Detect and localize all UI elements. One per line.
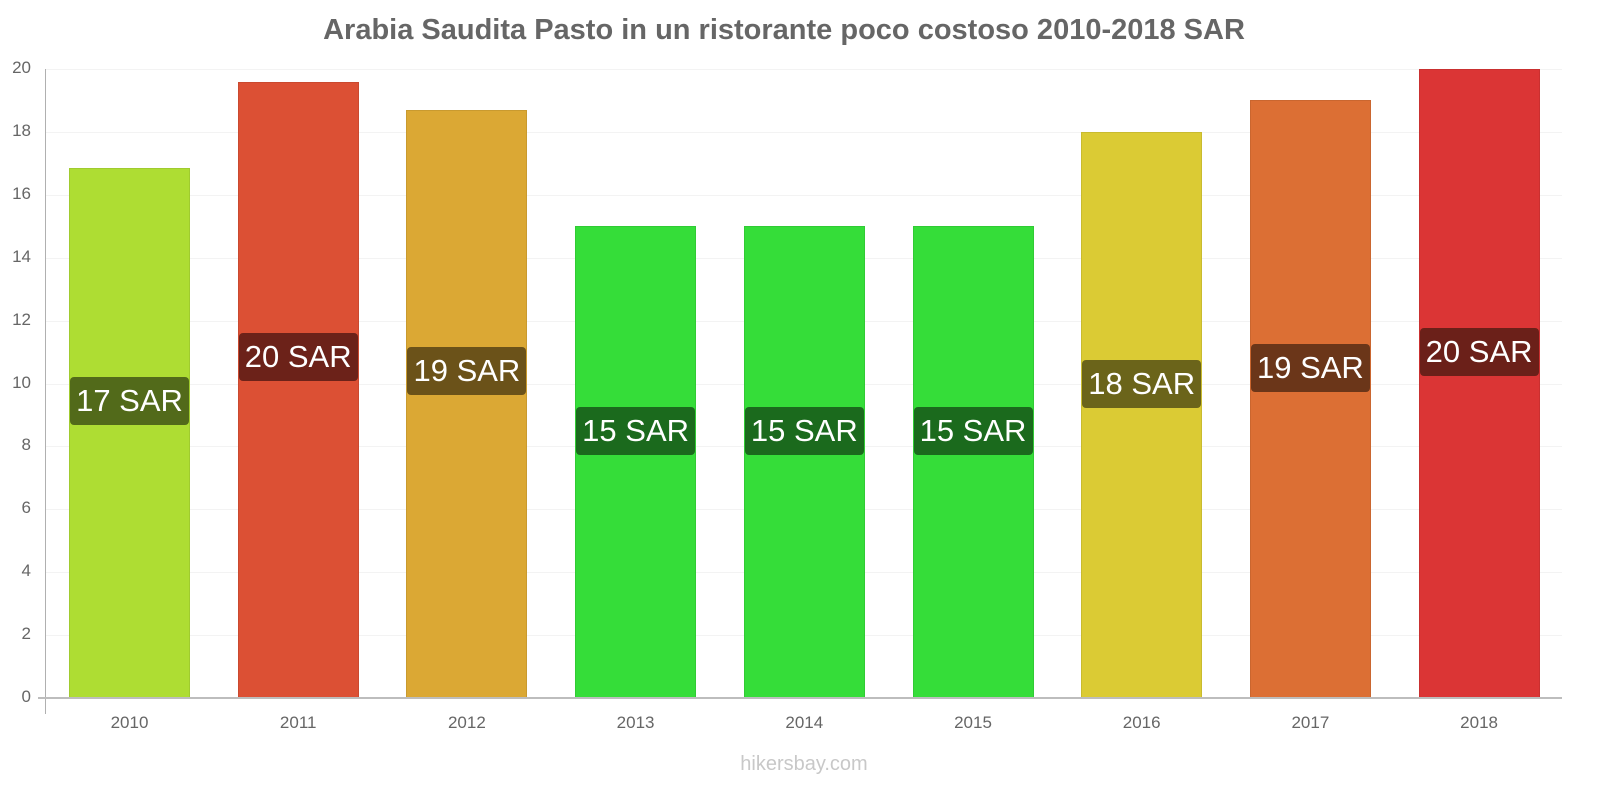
x-tick-label: 2014 xyxy=(785,713,824,732)
data-label-2011: 20 SAR xyxy=(238,333,358,381)
chart-title: Arabia Saudita Pasto in un ristorante po… xyxy=(323,14,1245,46)
x-tick-label: 2017 xyxy=(1291,713,1330,732)
y-tick-label: 4 xyxy=(21,561,31,580)
bar-2014 xyxy=(743,226,865,698)
x-tick-label: 2016 xyxy=(1122,713,1161,732)
x-tick-label: 2018 xyxy=(1460,713,1498,732)
y-tick-label: 16 xyxy=(12,184,31,203)
y-axis-line xyxy=(45,69,46,714)
bar-2012 xyxy=(406,109,528,698)
x-axis-line xyxy=(38,697,1562,699)
bar-2011 xyxy=(237,81,359,698)
y-tick-label: 6 xyxy=(21,498,31,517)
x-tick-label: 2010 xyxy=(110,713,149,732)
bar-2018 xyxy=(1418,69,1540,698)
data-label-2010: 17 SAR xyxy=(70,377,189,425)
x-tick-label: 2015 xyxy=(954,713,992,732)
data-label-2016: 18 SAR xyxy=(1082,360,1202,408)
x-tick-label: 2011 xyxy=(279,713,317,732)
gridline xyxy=(46,132,1562,133)
bar-2016 xyxy=(1081,131,1203,698)
bar-2013 xyxy=(575,226,697,698)
y-tick-label: 8 xyxy=(21,435,31,454)
y-tick-label: 2 xyxy=(21,624,31,643)
data-label-2012: 19 SAR xyxy=(407,347,527,395)
data-label-2013: 15 SAR xyxy=(576,407,696,455)
source-watermark: hikersbay.com xyxy=(740,753,868,775)
y-tick-label: 0 xyxy=(21,687,31,706)
data-label-2018: 20 SAR xyxy=(1419,328,1539,376)
y-tick-label: 20 xyxy=(12,58,31,77)
y-tick-label: 18 xyxy=(12,121,31,140)
x-tick-label: 2012 xyxy=(447,713,486,732)
bar-2015 xyxy=(912,226,1034,698)
y-tick-label: 14 xyxy=(12,247,31,266)
y-tick-label: 10 xyxy=(12,373,31,392)
gridline xyxy=(46,69,1562,70)
bar-2010 xyxy=(69,168,190,698)
data-label-2015: 15 SAR xyxy=(913,407,1033,455)
x-tick-label: 2013 xyxy=(616,713,655,732)
data-label-2014: 15 SAR xyxy=(744,407,864,455)
gridline xyxy=(46,195,1562,196)
bar-2017 xyxy=(1249,100,1371,698)
data-label-2017: 19 SAR xyxy=(1250,344,1370,392)
y-tick-label: 12 xyxy=(12,310,31,329)
